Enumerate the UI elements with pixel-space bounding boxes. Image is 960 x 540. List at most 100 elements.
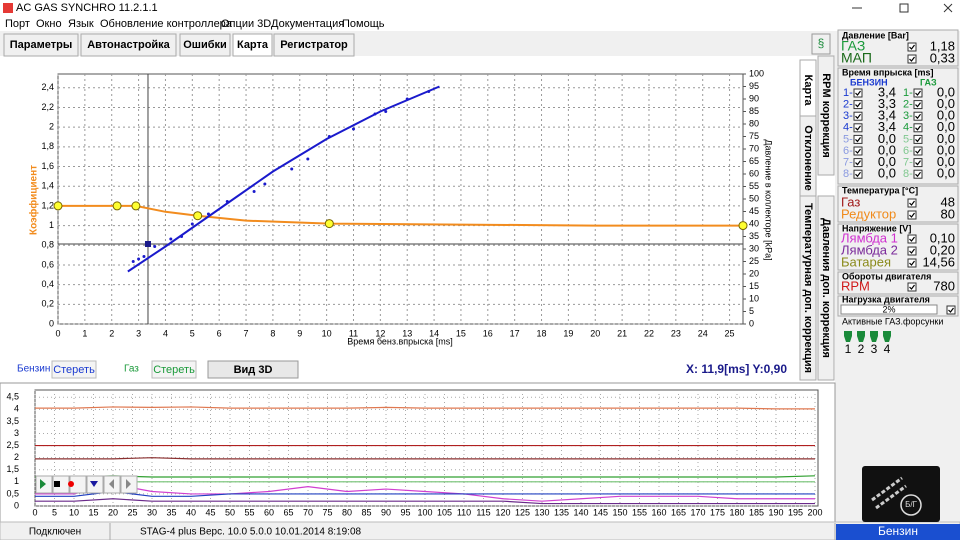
checkbox xyxy=(907,258,917,268)
injector-label: 3 xyxy=(871,342,878,356)
y2-tick-label: 85 xyxy=(749,106,759,116)
map-point xyxy=(373,112,377,116)
tab[interactable] xyxy=(232,33,273,57)
checkbox xyxy=(853,111,863,121)
gas-clear-button[interactable] xyxy=(151,360,197,379)
map-point xyxy=(190,222,194,226)
checkmark xyxy=(915,137,921,143)
gas-time: 0,0 xyxy=(937,142,955,157)
menu-item[interactable]: Порт xyxy=(5,18,30,30)
player-icon xyxy=(109,479,114,489)
menu-item[interactable]: Язык xyxy=(68,18,94,30)
petrol-cyl: 2- xyxy=(843,99,853,111)
side-button[interactable] xyxy=(811,33,831,55)
panel-box xyxy=(837,29,959,67)
x-tick-label: 10 xyxy=(69,507,79,517)
checkbox xyxy=(907,54,917,64)
map-point xyxy=(290,167,294,171)
map-point xyxy=(169,237,173,241)
injector-icon xyxy=(857,331,865,342)
panel-row-value: 48 xyxy=(941,194,955,209)
tab-label: Параметры xyxy=(10,39,72,51)
x-axis-label: Время бенз.впрыска [ms] xyxy=(347,336,453,346)
map-point xyxy=(142,255,146,258)
gas-time: 0,0 xyxy=(937,84,955,99)
side-tab[interactable] xyxy=(799,195,817,381)
menu-item[interactable]: Помощь xyxy=(342,18,385,30)
status-bar xyxy=(0,521,960,540)
petrol-cyl: 6- xyxy=(843,145,853,157)
x-tick-label: 135 xyxy=(554,507,569,517)
checkmark xyxy=(909,44,915,50)
checkbox xyxy=(907,210,917,220)
x-tick-label: 20 xyxy=(590,328,600,338)
checkbox xyxy=(853,134,863,144)
petrol-clear-button[interactable] xyxy=(51,360,97,379)
map-point xyxy=(252,190,256,193)
panel-row-value: 0,20 xyxy=(930,242,955,257)
tab[interactable] xyxy=(273,33,355,57)
menu-item[interactable]: Опции 3D xyxy=(221,18,271,30)
panel-row-value: 780 xyxy=(933,278,955,293)
checkbox xyxy=(853,123,863,133)
y2-tick-label: 5 xyxy=(749,306,754,316)
gas-cyl: 8- xyxy=(903,168,913,180)
side-tab-label: Давления доп. коррекция xyxy=(820,218,832,358)
checkbox xyxy=(853,88,863,98)
map-point xyxy=(180,235,184,238)
x-tick-label: 12 xyxy=(375,328,385,338)
y-tick-label: 0,5 xyxy=(6,488,19,498)
gas-cyl: 6- xyxy=(903,145,913,157)
panel-row-label: RPM xyxy=(841,278,870,293)
checkmark xyxy=(855,160,861,166)
checkbox xyxy=(907,198,917,208)
menu-item[interactable]: Документация xyxy=(271,18,344,30)
side-tab[interactable] xyxy=(817,55,835,176)
tab[interactable] xyxy=(80,33,177,57)
scope-line xyxy=(35,490,815,497)
checkmark xyxy=(855,102,861,108)
checkmark xyxy=(855,113,861,120)
menu-item[interactable]: Окно xyxy=(36,18,62,30)
injector-label: 1 xyxy=(845,342,852,356)
map-point xyxy=(137,257,141,261)
petrol-cyl: 8- xyxy=(843,168,853,180)
checkbox xyxy=(907,282,917,292)
y-tick-label: 0,8 xyxy=(41,240,54,250)
y2-tick-label: 10 xyxy=(749,293,759,303)
menu-item[interactable]: Обновление контроллера xyxy=(100,18,233,30)
y2-tick-label: 75 xyxy=(749,131,759,141)
y-tick-label: 0 xyxy=(14,500,19,510)
map-point xyxy=(351,127,355,131)
side-tab[interactable] xyxy=(817,195,835,381)
tab[interactable] xyxy=(3,33,79,57)
x-tick-label: 170 xyxy=(690,507,705,517)
view3d-button[interactable] xyxy=(207,360,299,379)
tab[interactable] xyxy=(179,33,231,57)
petrol-cyl: 3- xyxy=(843,110,853,122)
y-tick-label: 0 xyxy=(49,318,54,328)
x-tick-label: 0 xyxy=(32,507,37,517)
checkmark xyxy=(915,113,921,120)
checkbox xyxy=(913,169,923,179)
mode-label: Бензин xyxy=(878,524,918,538)
x-tick-label: 195 xyxy=(788,507,803,517)
x-tick-label: 14 xyxy=(429,328,439,338)
y-tick-label: 0,6 xyxy=(41,259,54,269)
map-point xyxy=(327,135,331,138)
map-node xyxy=(324,219,334,229)
panel-header: Нагрузка двигателя xyxy=(842,294,930,304)
checkbox xyxy=(907,42,917,52)
panel-box xyxy=(837,271,959,295)
y2-tick-label: 65 xyxy=(749,156,759,166)
gas-time: 0,0 xyxy=(937,131,955,146)
x-tick-label: 8 xyxy=(270,328,275,338)
window-buttons[interactable] xyxy=(852,3,953,13)
checkmark xyxy=(915,160,921,166)
x-tick-label: 85 xyxy=(361,507,371,517)
y2-tick-label: 0 xyxy=(749,318,754,328)
gas-time: 0,0 xyxy=(937,96,955,111)
tab-label: Автонастройка xyxy=(87,39,170,51)
panel-box xyxy=(837,223,959,271)
y-tick-label: 4 xyxy=(14,404,19,414)
